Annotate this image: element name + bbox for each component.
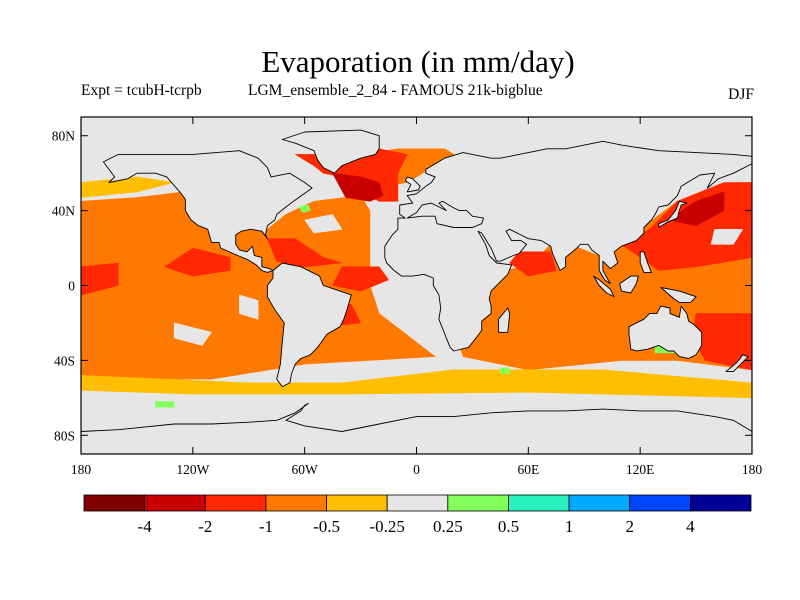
coastlines (81, 129, 752, 432)
contour-region-11 (509, 251, 557, 277)
colorbar-label: 0.5 (498, 517, 519, 536)
coastline-new-zealand (725, 354, 749, 373)
contour-region-13 (81, 262, 119, 296)
colorbar-label: -2 (198, 517, 212, 536)
coastline-borneo (619, 275, 639, 294)
lon-tick-label: 60W (292, 462, 319, 477)
coastline-eurasia-africa (384, 140, 752, 352)
coastline-madagascar (498, 307, 511, 333)
contour-region-17 (173, 322, 212, 346)
lat-tick-label: 80S (54, 428, 75, 443)
contour-region-22 (298, 204, 311, 213)
colorbar-label: 2 (625, 517, 634, 536)
colorbar: -4 -2 -1 -0.5 -0.25 0.25 0.5 1 2 4 (83, 494, 752, 536)
colorbar-swatch (386, 494, 449, 512)
coastline-new-guinea (660, 286, 697, 303)
experiment-label: Expt = tcubH-tcrpb (81, 82, 202, 99)
colorbar-label: -0.5 (313, 517, 340, 536)
contour-region-24 (155, 401, 175, 408)
contour-region-16 (239, 294, 259, 320)
coastline-sumatra (593, 275, 615, 298)
colorbar-label: -1 (259, 517, 273, 536)
lat-tick-label: 40N (52, 204, 76, 219)
lon-tick-label: 120W (176, 462, 209, 477)
coastline-north-america (102, 150, 313, 273)
contour-region-23 (500, 367, 511, 374)
colorbar-label: -4 (138, 517, 153, 536)
contour-region-18 (304, 214, 343, 234)
colorbar-swatch (568, 494, 631, 512)
contour-region-19 (710, 229, 744, 245)
colorbar-label: -0.25 (369, 517, 404, 536)
coastline-japan (658, 200, 688, 228)
contour-region-3 (81, 369, 752, 399)
coastline-australia (628, 305, 703, 359)
coastline-antarctica (81, 402, 752, 432)
colorbar-swatch (265, 494, 327, 512)
contour-region-14 (332, 172, 384, 202)
season-label: DJF (728, 86, 754, 103)
colorbar-label: 1 (565, 517, 574, 536)
coastline-south-america (266, 262, 352, 388)
lon-tick-label: 180 (742, 462, 763, 477)
lon-tick-label: 60E (517, 462, 539, 477)
contour-region-7 (164, 247, 231, 277)
lon-tick-label: 180 (71, 462, 92, 477)
longitude-axis: 180 120W 60W 0 60E 120E 180 (71, 117, 763, 477)
contour-region-8 (332, 266, 389, 292)
colorbar-swatch (447, 494, 509, 512)
latitude-axis: 80N 40N 0 40S 80S (52, 129, 752, 443)
ensemble-label: LGM_ensemble_2_84 - FAMOUS 21k-bigblue (248, 82, 543, 99)
coastline-philippines (639, 251, 652, 273)
contour-region-15 (667, 191, 725, 226)
coastline-greenland (281, 129, 380, 174)
colorbar-swatch (508, 494, 570, 512)
colorbar-swatch (629, 494, 691, 512)
lon-tick-label: 120E (626, 462, 655, 477)
map-title: Evaporation (in mm/day) (261, 44, 575, 79)
colorbar-label: 0.25 (433, 517, 463, 536)
coastline-britain (404, 176, 421, 193)
coastline-mediterranean (406, 200, 485, 228)
colorbar-swatch (144, 494, 206, 512)
contour-region-6 (267, 238, 343, 268)
colorbar-swatch (204, 494, 267, 512)
colorbar-label: 4 (686, 517, 695, 536)
colorbar-swatch (689, 494, 752, 512)
colorbar-swatch (326, 494, 388, 512)
map-plot-area (80, 116, 753, 455)
lat-tick-label: 0 (68, 279, 75, 294)
colorbar-swatch (83, 494, 146, 512)
lon-tick-label: 0 (413, 462, 420, 477)
lat-tick-label: 80N (52, 129, 76, 144)
lat-tick-label: 40S (54, 353, 75, 368)
